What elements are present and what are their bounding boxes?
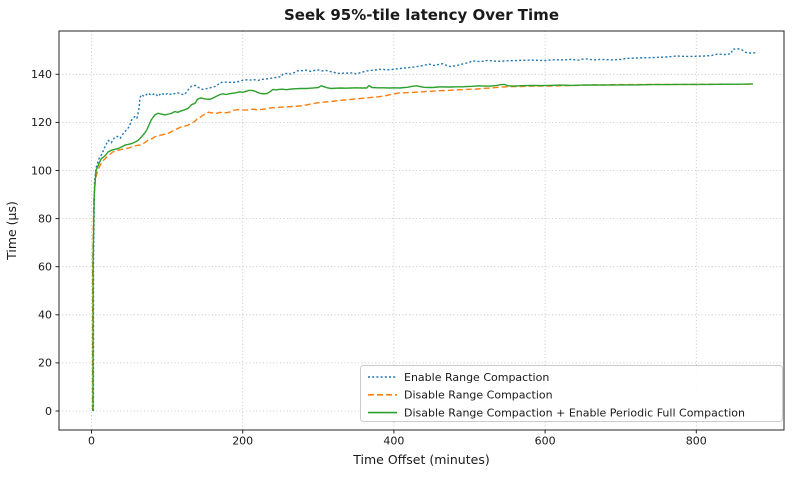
axis-ticks: 0 200 400 600 800 0 20 40 60 80 100 120 140 — [31, 68, 707, 447]
y-axis-label: Time (µs) — [4, 201, 19, 261]
series-line-0 — [92, 48, 757, 412]
legend-item-label: Disable Range Compaction — [404, 389, 553, 402]
x-tick-label: 200 — [232, 435, 253, 448]
y-tick-label: 140 — [31, 68, 52, 81]
legend-item-label: Disable Range Compaction + Enable Period… — [404, 407, 745, 420]
series-lines — [91, 48, 757, 412]
legend-box — [360, 365, 783, 422]
y-tick-label: 100 — [31, 164, 52, 177]
plot-frame — [58, 30, 785, 431]
y-tick-label: 20 — [38, 357, 52, 370]
x-tick-label: 600 — [535, 435, 556, 448]
series-line-1 — [91, 83, 751, 412]
legend: Enable Range Compaction Disable Range Com… — [360, 365, 783, 422]
series-line-2 — [92, 83, 754, 412]
legend-item-label: Enable Range Compaction — [404, 371, 549, 384]
x-tick-label: 800 — [686, 435, 707, 448]
y-tick-label: 40 — [38, 309, 52, 322]
y-tick-label: 60 — [38, 261, 52, 274]
y-tick-label: 0 — [45, 405, 52, 418]
x-tick-label: 0 — [88, 435, 95, 448]
y-tick-label: 80 — [38, 212, 52, 225]
x-axis-label: Time Offset (minutes) — [352, 452, 489, 467]
chart-title: Seek 95%-tile latency Over Time — [284, 6, 559, 24]
y-tick-label: 120 — [31, 116, 52, 129]
x-tick-label: 400 — [383, 435, 404, 448]
